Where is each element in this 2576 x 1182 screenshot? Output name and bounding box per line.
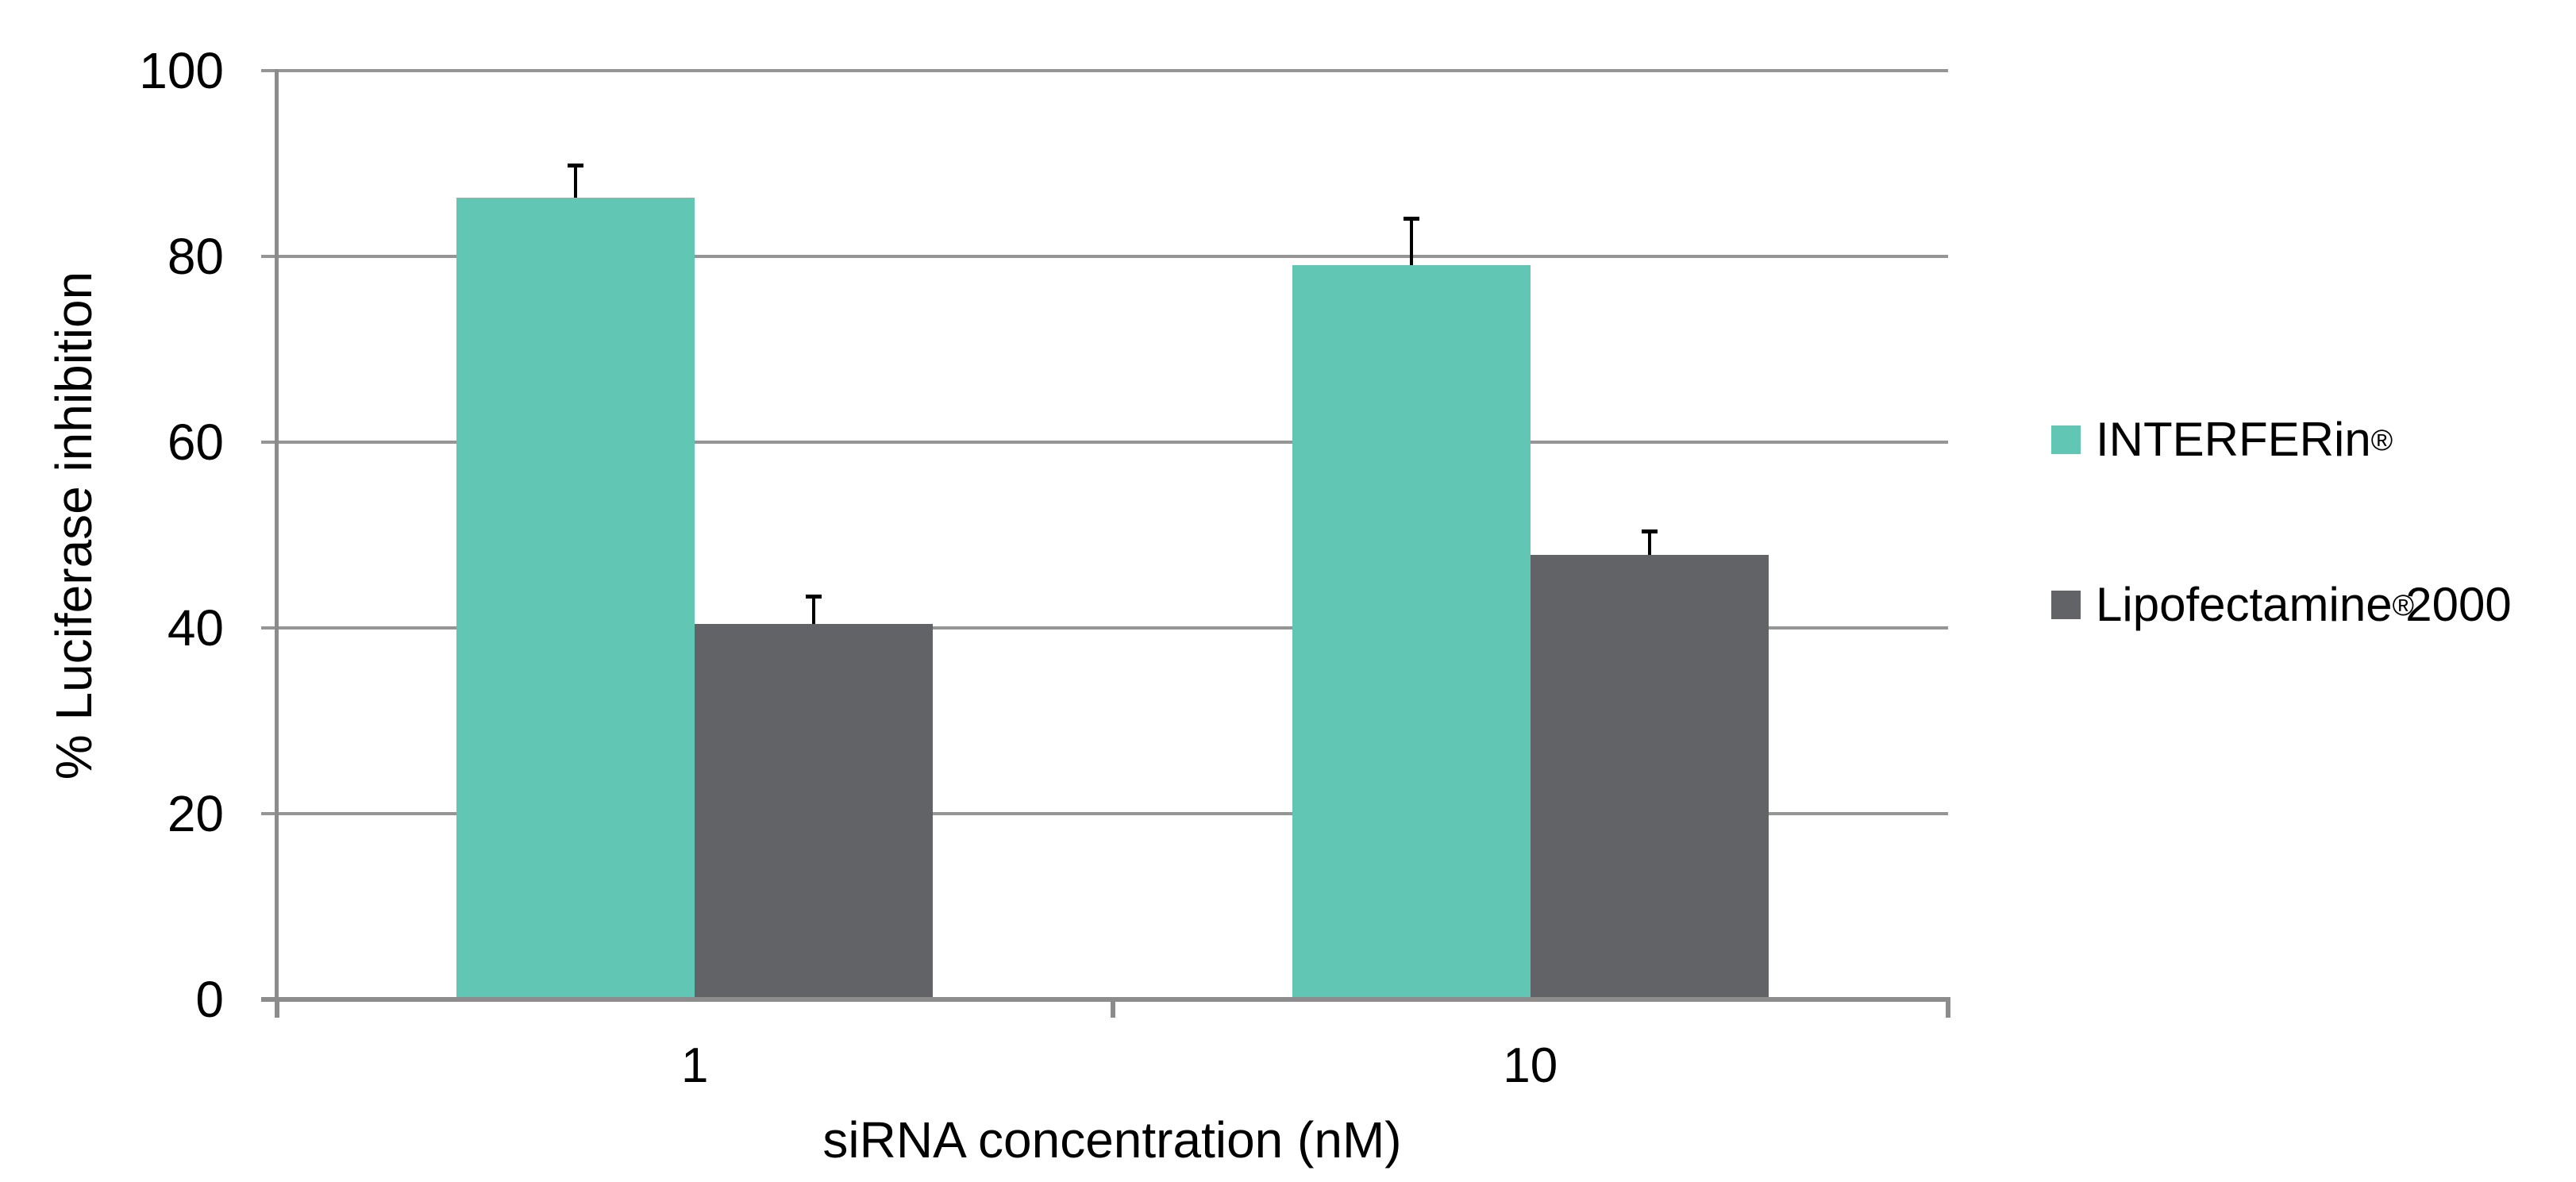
error-bar-line <box>1409 218 1413 265</box>
x-axis-line <box>261 997 1950 1002</box>
bar-lipofectamine-1nM <box>695 624 934 999</box>
y-axis-title: % Luciferase inhibition <box>45 271 102 780</box>
y-tick-label: 80 <box>167 228 224 285</box>
y-axis-line <box>275 69 279 1002</box>
error-bar-cap <box>1641 529 1658 534</box>
y-tick-label: 60 <box>167 414 224 471</box>
error-bar-line <box>574 165 578 198</box>
gridline <box>261 69 1948 72</box>
error-bar-line <box>1647 531 1651 555</box>
bar-interferin-1nM <box>456 198 695 999</box>
y-tick-label: 0 <box>195 971 224 1028</box>
y-tick-label: 100 <box>139 42 224 99</box>
bar-interferin-10nM <box>1292 264 1531 999</box>
x-axis-tick <box>275 999 279 1018</box>
gridline <box>261 441 1948 444</box>
legend-swatch-lipofectamine <box>2051 591 2081 619</box>
gridline <box>261 812 1948 815</box>
x-axis-title: siRNA concentration (nM) <box>822 1111 1402 1169</box>
error-bar-cap <box>806 595 822 599</box>
gridline <box>261 626 1948 630</box>
x-cat-label: 10 <box>1503 1038 1558 1093</box>
x-axis-tick <box>1110 999 1115 1018</box>
error-bar-cap <box>1403 217 1419 221</box>
x-cat-label: 1 <box>681 1038 709 1093</box>
bar-lipofectamine-10nM <box>1530 554 1769 999</box>
legend-swatch-interferin <box>2051 425 2081 454</box>
y-tick-label: 20 <box>167 785 224 842</box>
legend-label: INTERFERin ® <box>2096 413 2393 466</box>
y-tick-label: 40 <box>167 599 224 656</box>
error-bar-line <box>812 596 816 625</box>
error-bar-cap <box>568 164 584 168</box>
legend-label: Lipofectamine ® 2000 <box>2096 578 2512 631</box>
gridline <box>261 255 1948 258</box>
x-axis-tick <box>1946 999 1950 1018</box>
